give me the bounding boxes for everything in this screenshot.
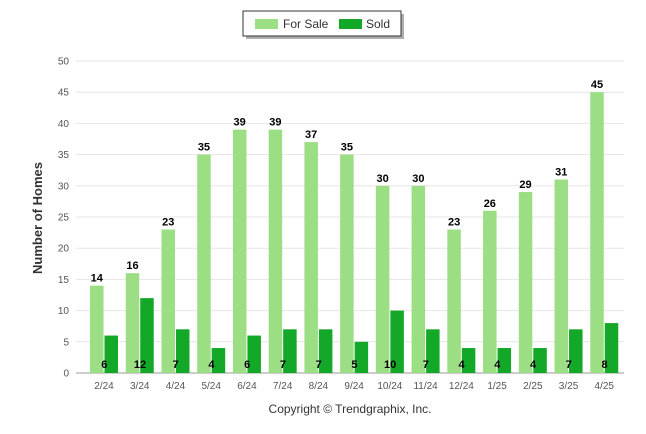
bar-sold (175, 329, 190, 373)
y-tick-label: 10 (58, 306, 70, 317)
data-label-sold: 8 (601, 359, 607, 371)
bar-sold (354, 341, 369, 373)
x-tick-label: 1/25 (487, 381, 507, 392)
x-tick-label: 9/24 (344, 381, 364, 392)
bar-sold (104, 335, 118, 373)
bar-for-sale (411, 185, 426, 373)
data-label-for-sale: 23 (448, 216, 460, 228)
legend-label-for-sale: For Sale (283, 17, 329, 31)
bar-sold (283, 329, 297, 373)
x-axis-ticks: 2/24 3/24 4/24 5/24 6/24 7/24 8/24 9/24 10/24 11/… (94, 381, 614, 392)
y-tick-label: 30 (58, 181, 70, 192)
bar-sold (390, 310, 404, 373)
x-tick-label: 2/25 (523, 381, 543, 392)
legend: For Sale Sold (242, 10, 404, 39)
data-label-sold: 7 (423, 359, 429, 371)
y-axis-label: Number of Homes (30, 162, 45, 274)
bar-sold (247, 335, 261, 373)
data-label-sold: 7 (280, 359, 286, 371)
x-tick-label: 3/25 (559, 381, 579, 392)
data-label-for-sale: 35 (341, 142, 353, 154)
data-label-sold: 7 (173, 359, 179, 371)
bar-for-sale (125, 273, 140, 373)
bar-sold (604, 323, 619, 373)
data-label-for-sale: 37 (305, 129, 317, 141)
y-axis-ticks: 0 5 10 15 20 25 30 35 40 45 50 (58, 57, 70, 380)
x-tick-label: 8/24 (309, 381, 329, 392)
data-label-for-sale: 39 (269, 117, 281, 129)
x-tick-label: 4/25 (595, 381, 615, 392)
data-label-for-sale: 14 (91, 273, 104, 285)
legend-swatch-for-sale (255, 19, 278, 29)
x-tick-label: 12/24 (449, 381, 474, 392)
data-label-sold: 4 (530, 359, 537, 371)
data-label-sold: 7 (566, 359, 572, 371)
x-tick-label: 2/24 (94, 381, 114, 392)
data-label-sold: 7 (316, 359, 322, 371)
data-label-sold: 4 (459, 359, 466, 371)
bar-for-sale (197, 154, 211, 373)
data-label-sold: 12 (134, 359, 146, 371)
bar-sold (140, 298, 154, 373)
y-tick-label: 35 (58, 150, 70, 161)
bar-for-sale (232, 129, 247, 373)
x-tick-label: 11/24 (413, 381, 438, 392)
data-label-sold: 10 (384, 359, 396, 371)
y-tick-label: 5 (63, 337, 69, 348)
data-label-sold: 6 (101, 359, 107, 371)
y-tick-label: 15 (58, 275, 70, 286)
bars (90, 92, 619, 373)
x-tick-label: 7/24 (273, 381, 293, 392)
bar-for-sale (447, 229, 461, 373)
bar-for-sale (375, 185, 390, 373)
bar-sold (461, 348, 476, 373)
bar-for-sale (518, 192, 533, 373)
y-tick-label: 40 (58, 119, 70, 130)
data-label-for-sale: 45 (591, 79, 603, 91)
data-label-sold: 5 (351, 359, 357, 371)
y-tick-label: 20 (58, 244, 70, 255)
bar-sold (569, 329, 583, 373)
data-label-for-sale: 23 (162, 216, 174, 228)
bar-for-sale (90, 285, 104, 373)
bar-for-sale (304, 142, 318, 373)
x-tick-label: 3/24 (130, 381, 150, 392)
bar-for-sale (161, 229, 175, 373)
bar-sold (426, 329, 440, 373)
data-label-for-sale: 30 (412, 173, 424, 185)
bar-sold (533, 348, 547, 373)
data-label-for-sale: 31 (555, 167, 567, 179)
x-tick-label: 4/24 (166, 381, 186, 392)
data-label-sold: 4 (208, 359, 215, 371)
bar-sold (318, 329, 333, 373)
bar-sold (211, 348, 226, 373)
data-label-for-sale: 29 (519, 179, 531, 191)
bar-sold (497, 348, 512, 373)
data-labels: 14 6 16 12 23 7 35 4 39 6 39 7 37 7 35 5 30 10 30 7 23 4 26 4 29… (91, 79, 608, 371)
x-tick-label: 10/24 (377, 381, 402, 392)
y-tick-label: 50 (58, 57, 70, 68)
data-label-for-sale: 30 (376, 173, 388, 185)
data-label-for-sale: 16 (126, 260, 138, 272)
legend-swatch-sold (339, 19, 362, 29)
bar-for-sale (483, 210, 497, 373)
x-tick-label: 6/24 (237, 381, 257, 392)
bar-for-sale (590, 92, 604, 373)
data-label-for-sale: 35 (198, 142, 210, 154)
legend-label-sold: Sold (366, 17, 390, 31)
y-tick-label: 25 (58, 213, 70, 224)
y-tick-label: 45 (58, 88, 70, 99)
data-label-for-sale: 39 (234, 117, 246, 129)
data-label-sold: 4 (494, 359, 501, 371)
y-tick-label: 0 (63, 369, 69, 380)
data-label-for-sale: 26 (484, 198, 496, 210)
copyright-credit: Copyright © Trendgraphix, Inc. (269, 402, 432, 416)
data-label-sold: 6 (244, 359, 250, 371)
bar-for-sale (554, 179, 569, 373)
x-tick-label: 5/24 (201, 381, 221, 392)
bar-for-sale (268, 129, 283, 373)
bar-for-sale (340, 154, 354, 373)
